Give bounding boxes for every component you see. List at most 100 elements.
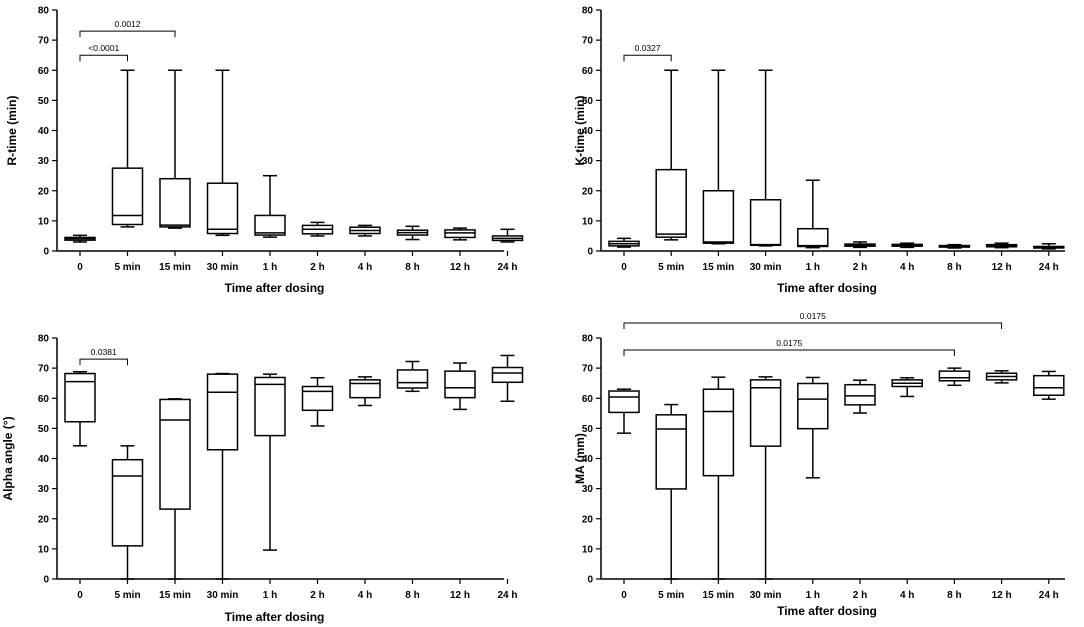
box-ma-8 — [985, 370, 1018, 384]
iqr-box — [444, 229, 476, 239]
x-tick-label: 5 min — [114, 590, 140, 601]
x-axis-title: Time after dosing — [225, 281, 325, 295]
box-r-time-8 — [444, 227, 476, 241]
p-value-label: 0.0327 — [635, 43, 661, 53]
bracket-line — [623, 349, 955, 357]
x-tick-label: 15 min — [703, 590, 735, 601]
x-tick-label: 2 h — [310, 590, 324, 601]
y-tick-label: 50 — [582, 424, 594, 435]
box-alpha-angle-9 — [491, 354, 524, 403]
box-k-time-0 — [608, 237, 640, 248]
y-tick-label: 60 — [38, 394, 50, 405]
y-tick-label: 40 — [38, 454, 50, 465]
x-tick-label: 24 h — [497, 590, 517, 601]
y-tick-label: 50 — [38, 424, 50, 435]
y-tick-label: 0 — [43, 575, 49, 586]
x-tick-label: 15 min — [159, 590, 191, 601]
iqr-box — [655, 168, 687, 238]
x-tick-label: 4 h — [900, 262, 914, 273]
x-tick-label: 4 h — [900, 590, 914, 601]
x-tick-label: 4 h — [358, 590, 372, 601]
box-r-time-9 — [491, 228, 524, 243]
y-tick-label: 30 — [38, 156, 50, 167]
x-tick-label: 8 h — [405, 590, 419, 601]
y-tick-label: 30 — [582, 156, 594, 167]
iqr-box — [111, 458, 144, 547]
box-r-time-6 — [349, 224, 381, 237]
significance-bracket: 0.0175 — [623, 311, 1003, 329]
box-r-time-1 — [111, 69, 144, 228]
iqr-box — [797, 227, 829, 248]
box-alpha-angle-1 — [111, 445, 144, 580]
box-ma-1 — [655, 403, 687, 580]
x-tick-label: 12 h — [450, 590, 470, 601]
iqr-box — [938, 370, 971, 382]
y-tick-label: 50 — [38, 96, 50, 107]
iqr-box — [206, 373, 239, 451]
x-axis-title: Time after dosing — [777, 604, 877, 618]
box-r-time-3 — [206, 69, 239, 237]
iqr-box — [159, 398, 191, 510]
x-tick-label: 2 h — [310, 262, 324, 273]
box-r-time-0 — [64, 234, 96, 243]
significance-bracket: 0.0381 — [79, 347, 128, 366]
x-tick-label: 0 — [77, 590, 83, 601]
y-tick-label: 80 — [582, 6, 594, 17]
y-tick-label: 60 — [582, 66, 594, 77]
box-k-time-8 — [985, 242, 1018, 249]
x-tick-label: 8 h — [947, 590, 961, 601]
y-tick-label: 30 — [582, 484, 594, 495]
box-k-time-6 — [891, 242, 923, 249]
bracket-line — [623, 322, 1003, 329]
x-tick-label: 5 min — [658, 590, 684, 601]
box-r-time-5 — [301, 221, 334, 237]
x-tick-label: 0 — [77, 262, 83, 273]
x-axis-title: Time after dosing — [225, 610, 325, 624]
x-tick-label: 1 h — [263, 262, 277, 273]
iqr-box — [1033, 374, 1065, 396]
box-k-time-3 — [749, 69, 782, 247]
iqr-box — [396, 369, 429, 389]
y-tick-label: 80 — [582, 334, 594, 345]
chart-panel-r-time: 0 10 20 30 40 50 60 70 80 0 5 min 15 min 30 min 1 h 2 … — [5, 6, 524, 295]
y-tick-label: 20 — [38, 514, 50, 525]
x-tick-label: 5 min — [658, 262, 684, 273]
x-tick-label: 24 h — [497, 262, 517, 273]
box-k-time-5 — [844, 241, 876, 249]
box-alpha-angle-5 — [301, 377, 334, 427]
y-tick-label: 40 — [582, 454, 594, 465]
x-tick-label: 0 — [621, 262, 627, 273]
p-value-label: 0.0012 — [115, 19, 141, 29]
iqr-box — [655, 414, 687, 490]
y-tick-label: 10 — [582, 216, 594, 227]
y-tick-label: 0 — [587, 247, 593, 258]
x-tick-label: 24 h — [1039, 262, 1059, 273]
iqr-box — [349, 379, 381, 399]
p-value-label: 0.0175 — [776, 338, 802, 348]
y-tick-label: 0 — [43, 247, 49, 258]
box-ma-2 — [702, 376, 735, 580]
box-k-time-1 — [655, 69, 687, 241]
iqr-box — [749, 379, 782, 447]
box-k-time-7 — [938, 243, 971, 249]
x-axis-title: Time after dosing — [777, 281, 877, 295]
bracket-line — [623, 54, 672, 62]
chart-panel-alpha-angle: 0 10 20 30 40 50 60 70 80 0 5 min 15 min 30 min 1 h 2 … — [1, 334, 524, 624]
x-tick-label: 12 h — [992, 590, 1012, 601]
bracket-line — [79, 358, 128, 366]
iqr-box — [64, 372, 96, 423]
x-tick-label: 1 h — [263, 590, 277, 601]
significance-bracket: 0.0175 — [623, 338, 955, 357]
iqr-box — [702, 388, 735, 477]
y-tick-label: 80 — [38, 334, 50, 345]
x-tick-label: 12 h — [992, 262, 1012, 273]
box-alpha-angle-8 — [444, 362, 476, 411]
bracket-line — [79, 30, 176, 38]
iqr-box — [749, 199, 782, 247]
x-tick-label: 8 h — [405, 262, 419, 273]
x-tick-label: 0 — [621, 590, 627, 601]
x-tick-label: 8 h — [947, 262, 961, 273]
y-tick-label: 20 — [38, 186, 50, 197]
y-tick-label: 10 — [582, 544, 594, 555]
box-r-time-4 — [254, 174, 286, 238]
